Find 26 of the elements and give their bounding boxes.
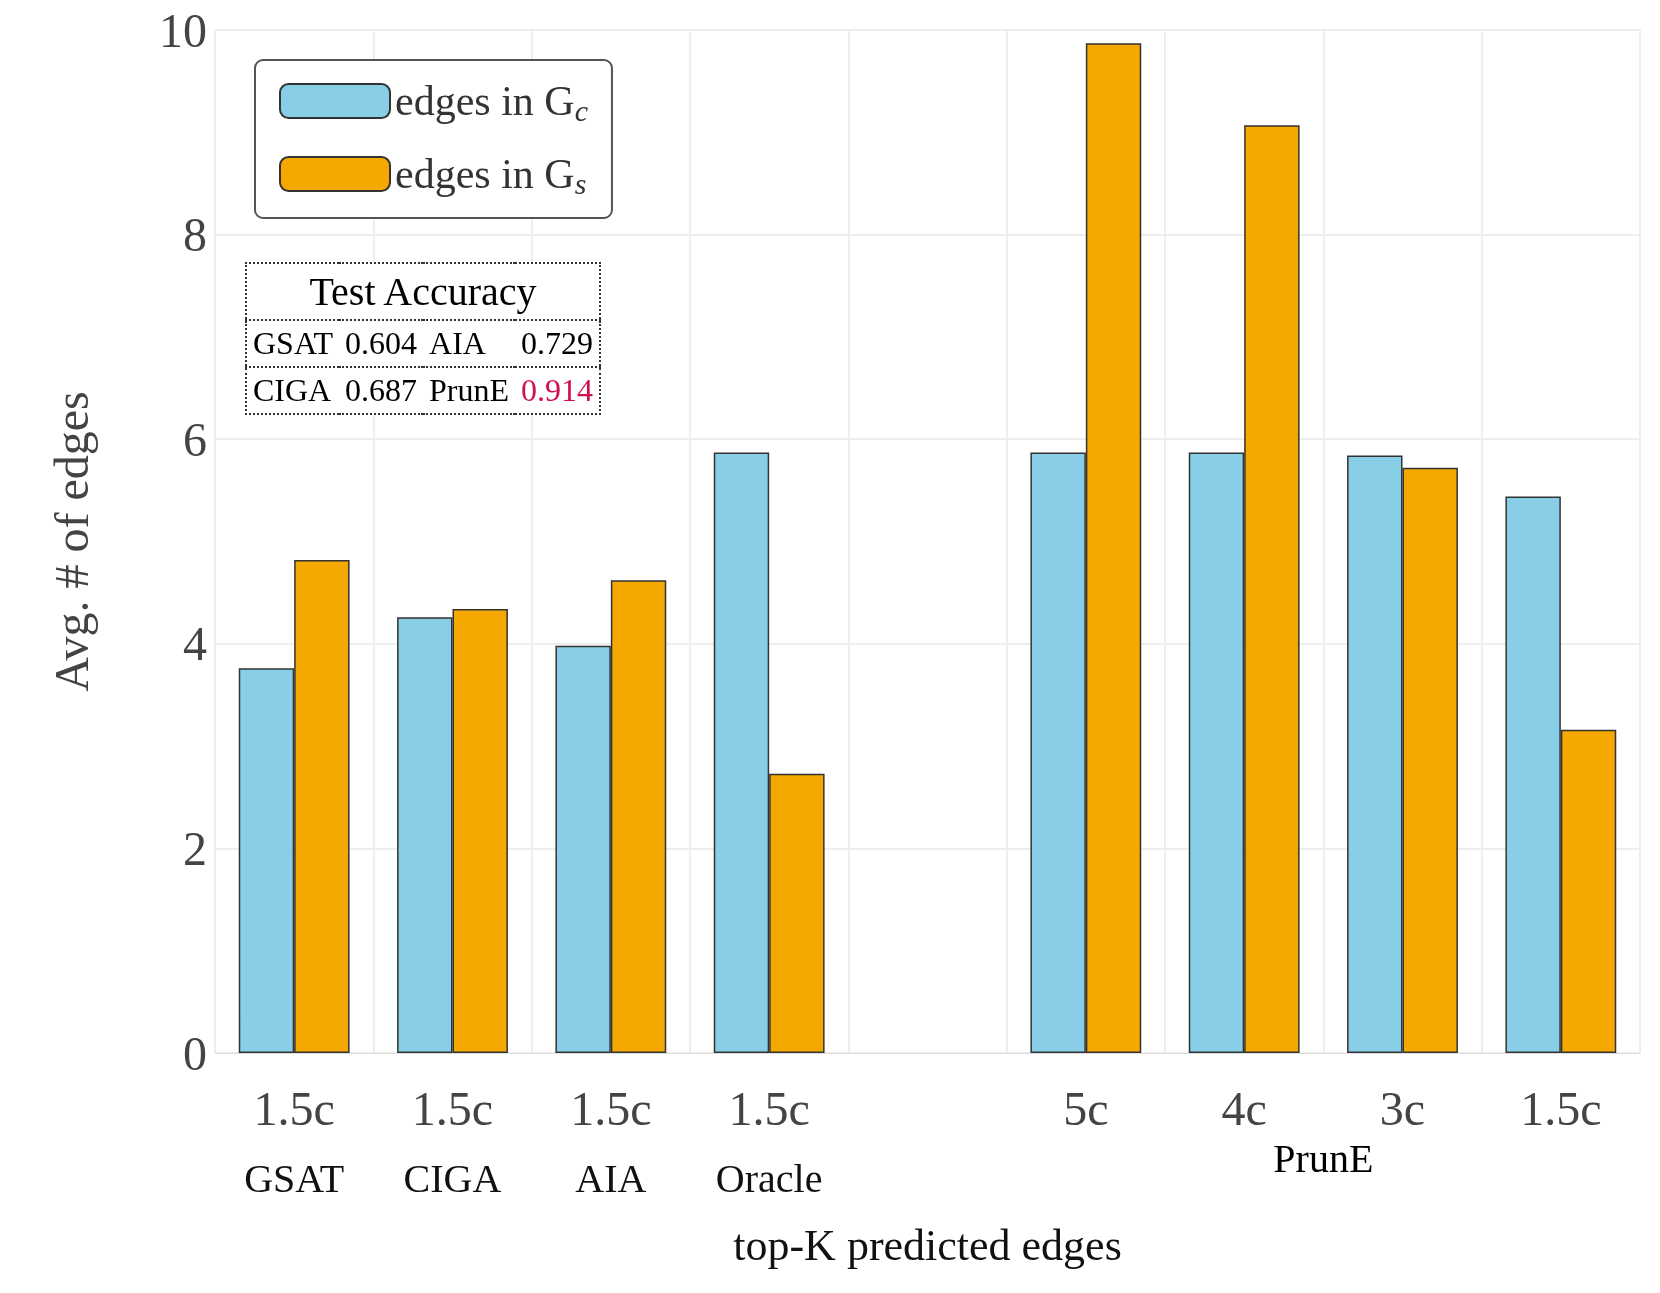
y-tick-label: 10	[159, 3, 207, 57]
x-tick-label: 1.5c	[1520, 1081, 1602, 1135]
x-tick-label: 1.5c Oracle	[715, 1081, 823, 1201]
y-tick-label: 2	[183, 821, 207, 875]
y-tick-label: 0	[183, 1026, 207, 1080]
x-tick-label: 5c	[1063, 1081, 1109, 1135]
annotation: 0.604	[339, 320, 424, 367]
annotation: 0.729	[515, 320, 601, 367]
annotation: AIA	[423, 320, 516, 367]
x-tick-label: 4c	[1221, 1081, 1267, 1135]
y-tick-label: 8	[183, 208, 207, 262]
y-axis-title: Avg. # of edges	[44, 391, 98, 692]
y-tick-label: 6	[183, 412, 207, 466]
x-tick-label: 1.5c GSAT	[244, 1081, 345, 1201]
annotation: 0.687	[339, 367, 424, 414]
y-tick-label: 4	[183, 617, 207, 671]
annotation: PrunE	[423, 367, 516, 414]
x-tick-label: 1.5c AIA	[570, 1081, 652, 1201]
annotation: CIGA	[246, 367, 340, 414]
x-tick-label: 3c	[1379, 1081, 1426, 1135]
annotation: 0.914	[515, 367, 601, 414]
text: PrunE	[1273, 1135, 1374, 1182]
x-tick-label: 1.5c CIGA	[403, 1081, 502, 1201]
annotation: GSAT	[246, 320, 340, 367]
annotation: Test Accuracy	[308, 268, 538, 316]
x-axis-title: top-K predicted edges	[733, 1220, 1122, 1270]
